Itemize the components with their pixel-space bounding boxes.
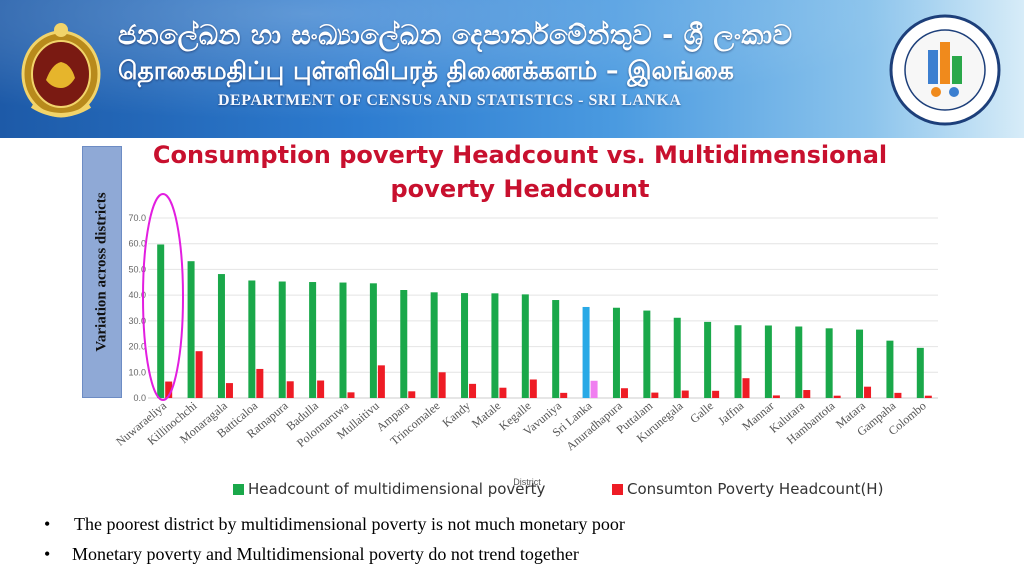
- bar-multidimensional: [248, 280, 256, 398]
- bar-multidimensional: [187, 261, 195, 398]
- x-tick-label: Kandy: [439, 399, 473, 430]
- bar-multidimensional: [339, 282, 347, 398]
- bar-multidimensional: [916, 347, 924, 398]
- bar-consumption: [803, 390, 811, 398]
- bar-multidimensional: [825, 328, 833, 398]
- y-tick-label: 0.0: [133, 393, 146, 403]
- bar-multidimensional: [856, 329, 864, 398]
- bar-consumption: [864, 386, 872, 398]
- legend-swatch-consumption: [612, 484, 623, 495]
- bar-consumption: [742, 378, 750, 398]
- chart-title: Consumption poverty Headcount vs. Multid…: [152, 141, 888, 203]
- legend-label-multidimensional: Headcount of multidimensional poverty: [248, 480, 546, 498]
- bar-consumption: [894, 392, 902, 398]
- bar-consumption: [772, 395, 780, 398]
- bar-consumption: [347, 392, 355, 398]
- y-tick-label: 30.0: [128, 316, 146, 326]
- side-label-box: [82, 146, 122, 398]
- bar-multidimensional: [582, 306, 590, 398]
- bar-multidimensional: [217, 274, 225, 398]
- census-department-logo-icon: [889, 14, 1001, 126]
- sinhala-title: ජනලේඛන හා සංඛ්‍යාලේඛන දෙපාර්තමේන්තුව - ශ…: [118, 20, 793, 51]
- y-tick-label: 60.0: [128, 239, 146, 249]
- bar-multidimensional: [491, 293, 499, 398]
- bar-multidimensional: [461, 293, 469, 398]
- x-axis-ticks: NuwaraeliyaKillinochchiMonaragalaBattica…: [113, 398, 929, 453]
- bar-consumption: [651, 392, 659, 398]
- bar-multidimensional: [643, 310, 651, 398]
- x-axis-label: District: [513, 477, 541, 487]
- bar-multidimensional: [430, 292, 438, 398]
- bar-consumption: [377, 365, 385, 398]
- bar-consumption: [225, 383, 233, 398]
- bar-consumption: [620, 388, 628, 398]
- bullet-text: The poorest district by multidimensional…: [74, 514, 625, 534]
- bar-multidimensional: [552, 300, 560, 398]
- y-tick-label: 50.0: [128, 264, 146, 274]
- highlight-ellipse: [142, 193, 184, 401]
- y-tick-label: 10.0: [128, 367, 146, 377]
- y-tick-label: 70.0: [128, 213, 146, 223]
- x-tick-label: Galle: [687, 399, 716, 426]
- bar-consumption: [681, 390, 689, 398]
- bar-consumption: [924, 395, 932, 398]
- bar-consumption: [529, 379, 537, 398]
- legend-label-consumption: Consumton Poverty Headcount(H): [627, 480, 884, 498]
- bar-consumption: [256, 368, 264, 398]
- bar-multidimensional: [673, 317, 681, 398]
- bar-multidimensional: [764, 325, 772, 398]
- bar-consumption: [469, 383, 477, 398]
- bar-multidimensional: [369, 283, 377, 398]
- y-axis-ticks: 0.0 10.0 20.0 30.0 40.0 50.0 60.0 70.0: [128, 213, 146, 403]
- bar-consumption: [560, 392, 568, 398]
- bar-consumption: [499, 387, 507, 398]
- bullet-dot: •: [44, 514, 51, 534]
- bullet-dot: •: [44, 544, 51, 564]
- bars: [157, 244, 932, 398]
- header-banner: ජනලේඛන හා සංඛ්‍යාලේඛන දෙපාර්තමේන්තුව - ශ…: [0, 0, 1024, 138]
- header-sheen: [0, 0, 1024, 138]
- bar-consumption: [286, 381, 294, 398]
- bar-multidimensional: [400, 290, 408, 398]
- bullet-text: Monetary poverty and Multidimensional po…: [72, 544, 579, 564]
- y-tick-label: 20.0: [128, 342, 146, 352]
- bar-multidimensional: [521, 294, 529, 398]
- bar-consumption: [195, 351, 203, 398]
- legend-swatch-multidimensional: [233, 484, 244, 495]
- bar-consumption: [438, 372, 446, 398]
- bar-multidimensional: [734, 325, 742, 398]
- bar-consumption: [317, 380, 325, 398]
- bar-multidimensional: [886, 340, 894, 398]
- bar-consumption: [712, 390, 720, 398]
- bar-consumption: [408, 391, 416, 398]
- bar-multidimensional: [157, 244, 165, 398]
- bar-multidimensional: [795, 326, 803, 398]
- bar-consumption: [590, 380, 598, 398]
- bar-consumption: [165, 381, 173, 398]
- english-title: DEPARTMENT OF CENSUS AND STATISTICS - SR…: [218, 92, 682, 109]
- tamil-title: தொகைமதிப்பு புள்ளிவிபரத் திணைக்களம் – இல…: [118, 56, 734, 85]
- y-tick-label: 40.0: [128, 290, 146, 300]
- bar-multidimensional: [309, 282, 317, 398]
- bar-multidimensional: [278, 281, 286, 398]
- bar-consumption: [833, 395, 841, 398]
- bar-multidimensional: [704, 321, 712, 398]
- grid-lines: [148, 217, 938, 399]
- bar-multidimensional: [612, 307, 620, 398]
- national-emblem-icon: [21, 23, 101, 118]
